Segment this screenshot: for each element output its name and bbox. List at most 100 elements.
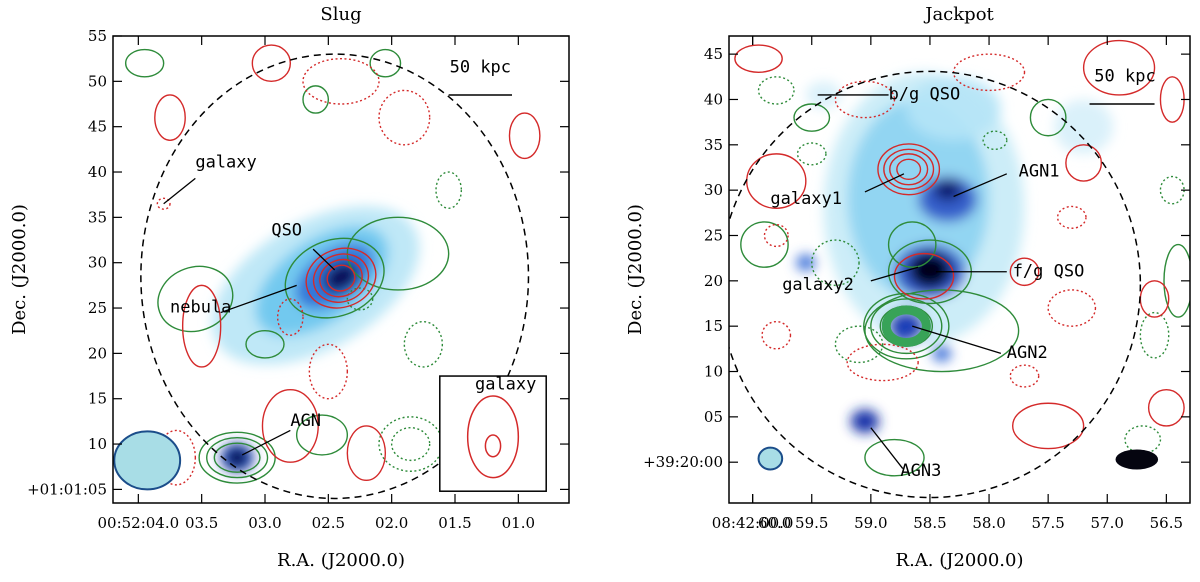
emission-blob <box>887 309 926 343</box>
panel-jackpot: 50 kpc b/g QSO galaxy1 AGN1 f/g QSO galaxy2 AG… <box>625 4 1191 571</box>
y-tick-label: 25 <box>88 299 107 317</box>
contour-green <box>834 325 884 364</box>
contour-green <box>1159 175 1185 205</box>
emission-blob <box>908 251 952 289</box>
contour-green <box>864 438 925 477</box>
x-tick-label: 58.5 <box>913 514 946 532</box>
contour-green <box>213 442 261 473</box>
plot-frame <box>112 35 570 504</box>
x-tick-label: 58.0 <box>972 514 1005 532</box>
contour-red <box>952 53 1026 92</box>
inset-contour-inner <box>484 434 502 458</box>
x-tick-label: 02.0 <box>375 514 408 532</box>
emission-layer <box>211 206 420 473</box>
y-tick-label: 15 <box>88 390 107 408</box>
y-tick-label: +39:20:00 <box>643 453 723 471</box>
emission-blob <box>1054 99 1114 154</box>
contour-red <box>378 89 431 146</box>
contour-red <box>156 197 171 210</box>
y-tick-label: 20 <box>704 272 723 290</box>
x-tick-label: 00:52:04.0 <box>97 514 179 532</box>
annotation-pointer <box>312 248 336 271</box>
contour-red <box>251 44 292 83</box>
emission-blob <box>932 345 952 362</box>
y-tick-label: 40 <box>704 90 723 108</box>
emission-blob <box>847 99 990 299</box>
annotation-pointer <box>163 177 196 205</box>
annotation-label: AGN1 <box>1019 162 1060 182</box>
x-tick-label: 01.5 <box>438 514 471 532</box>
contour-red <box>834 80 896 119</box>
emission-blob <box>933 179 962 202</box>
agn-ring <box>881 305 931 347</box>
contour-green <box>757 76 795 105</box>
contour-red <box>308 343 349 400</box>
beam-ellipse <box>113 430 182 491</box>
contour-green <box>864 289 1020 373</box>
contour-green <box>982 130 1008 151</box>
y-tick-label: 15 <box>704 317 723 335</box>
contour-green <box>403 320 444 368</box>
contour-red <box>883 148 935 190</box>
contour-red <box>893 252 955 300</box>
inset-box <box>439 375 547 492</box>
y-tick-label: 40 <box>88 163 107 181</box>
y-tick-label: 05 <box>704 408 723 426</box>
contour-red <box>1056 205 1087 229</box>
contour-green <box>245 330 285 359</box>
annotation-label: galaxy1 <box>770 189 842 209</box>
contour-red <box>889 153 929 186</box>
annotation-label: QSO <box>271 220 302 240</box>
annotation-label: galaxy2 <box>782 275 854 295</box>
contour-red <box>896 158 922 180</box>
annotation-label: nebula <box>170 298 231 318</box>
emission-blob <box>850 409 880 434</box>
contour-green <box>378 416 444 472</box>
x-tick-label: 59.0 <box>854 514 887 532</box>
contour-green <box>740 221 789 268</box>
contour-green <box>302 85 330 114</box>
contour-green <box>1139 311 1170 359</box>
beam-ellipse <box>757 446 784 471</box>
contour-green <box>1124 425 1162 454</box>
contour-red <box>1009 257 1040 287</box>
y-tick-label: 35 <box>704 136 723 154</box>
annotation-label: b/g QSO <box>889 84 961 104</box>
y-tick-label: 10 <box>704 363 723 381</box>
x-tick-label: 03.0 <box>248 514 281 532</box>
y-tick-label: 55 <box>88 27 107 45</box>
annotation-label: galaxy <box>195 152 256 172</box>
contour-red <box>1082 39 1156 96</box>
emission-blob <box>228 449 246 466</box>
contour-red <box>1009 364 1040 388</box>
x-axis-label: R.A. (J2000.0) <box>896 550 1024 571</box>
annotation-pointer <box>864 173 905 193</box>
contour-red <box>319 258 363 298</box>
contour-green <box>887 221 937 268</box>
contour-red <box>1065 144 1103 182</box>
contour-green <box>295 414 349 456</box>
contour-red <box>312 253 370 303</box>
y-tick-label: 30 <box>88 254 107 272</box>
contour-green <box>124 48 165 78</box>
contour-green <box>793 103 831 132</box>
inset-contour-outer <box>466 395 520 479</box>
annotation-pointer <box>870 266 919 282</box>
y-axis-label: Dec. (J2000.0) <box>625 204 646 335</box>
contour-red <box>1147 388 1185 427</box>
plot-frame <box>728 35 1191 504</box>
contour-red <box>305 247 377 309</box>
annotation-pointer <box>912 325 1002 355</box>
contour-red <box>261 388 319 463</box>
y-tick-label: 45 <box>88 118 107 136</box>
x-axis-label: R.A. (J2000.0) <box>277 550 405 571</box>
contour-green <box>796 142 827 166</box>
field-of-view-circle <box>140 53 530 500</box>
y-tick-label: 30 <box>704 181 723 199</box>
contour-red <box>734 44 783 73</box>
contour-green <box>206 437 269 479</box>
contour-red <box>763 223 789 248</box>
x-tick-label: 57.5 <box>1031 514 1064 532</box>
x-tick-label: 57.0 <box>1091 514 1124 532</box>
contour-red <box>508 112 541 160</box>
